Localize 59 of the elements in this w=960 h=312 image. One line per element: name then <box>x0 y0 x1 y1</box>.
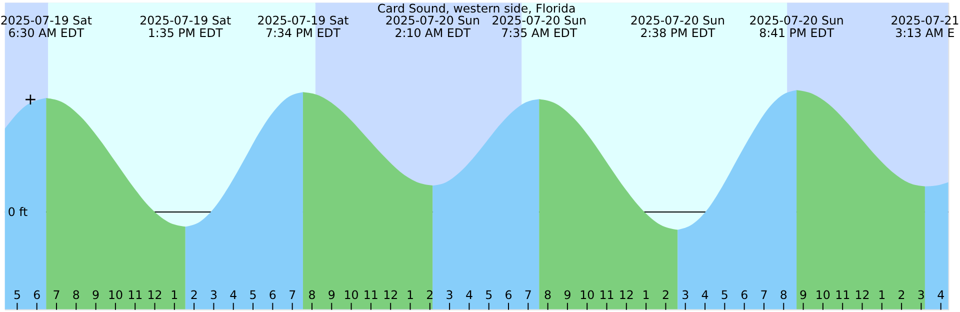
x-tick-label: 1 <box>642 288 650 302</box>
x-tick-label: 3 <box>917 288 925 302</box>
text: 2025-07-21 3:13 AM E <box>890 13 960 40</box>
x-tick-label: 5 <box>13 288 21 302</box>
annotation: + <box>24 90 38 109</box>
x-tick-label: 4 <box>230 288 238 302</box>
x-tick-label: 6 <box>33 288 41 302</box>
x-tick-label: 12 <box>854 288 870 302</box>
text: 2025-07-20 Sun 7:35 AM EDT <box>492 13 586 40</box>
x-tick-label: 8 <box>72 288 80 302</box>
x-tick-label: 11 <box>363 288 378 302</box>
x-tick-label: 6 <box>740 288 748 302</box>
x-tick-label: 12 <box>147 288 162 302</box>
x-tick-label: 1 <box>878 288 886 302</box>
x-tick-label: 5 <box>249 288 257 302</box>
x-tick-label: 7 <box>524 288 532 302</box>
x-tick-label: 6 <box>268 288 276 302</box>
x-tick-label: 4 <box>937 288 945 302</box>
x-tick-label: 10 <box>580 288 595 302</box>
x-tick-label: 3 <box>446 288 454 302</box>
x-tick-label: 9 <box>564 288 572 302</box>
x-tick-label: 1 <box>170 288 178 302</box>
x-tick-label: 8 <box>780 288 788 302</box>
x-tick-label: 2 <box>662 288 670 302</box>
x-tick-label: 12 <box>383 288 398 302</box>
text: 2025-07-19 Sat 1:35 PM EDT <box>140 13 232 40</box>
x-tick-label: 8 <box>308 288 316 302</box>
x-tick-label: 7 <box>52 288 60 302</box>
text: 2025-07-20 Sun 2:38 PM EDT <box>630 13 725 40</box>
x-tick-label: 10 <box>815 288 830 302</box>
x-tick-label: 2 <box>898 288 906 302</box>
x-tick-label: 7 <box>760 288 768 302</box>
x-tick-label: 11 <box>128 288 143 302</box>
x-tick-label: 8 <box>544 288 552 302</box>
text: 2025-07-20 Sun 2:10 AM EDT <box>385 13 480 40</box>
x-tick-label: 7 <box>288 288 296 302</box>
x-tick-label: 4 <box>701 288 709 302</box>
x-tick-label: 2 <box>190 288 198 302</box>
x-tick-label: 11 <box>599 288 614 302</box>
x-tick-label: 4 <box>465 288 473 302</box>
x-tick-label: 6 <box>504 288 512 302</box>
x-tick-label: 3 <box>682 288 690 302</box>
x-tick-label: 11 <box>835 288 850 302</box>
x-tick-label: 10 <box>344 288 359 302</box>
x-tick-label: 2 <box>426 288 434 302</box>
x-tick-label: 9 <box>92 288 100 302</box>
x-tick-label: 9 <box>800 288 808 302</box>
text: 2025-07-20 Sun 8:41 PM EDT <box>749 13 844 40</box>
x-tick-label: 3 <box>210 288 218 302</box>
ref-line-label: 0 ft <box>8 204 28 219</box>
chart-title: Card Sound, western side, Florida <box>377 2 576 16</box>
x-tick-label: 1 <box>406 288 414 302</box>
text: 2025-07-19 Sat 6:30 AM EDT <box>0 13 92 40</box>
x-tick-label: 9 <box>328 288 336 302</box>
x-tick-label: 12 <box>618 288 634 302</box>
x-tick-label: 10 <box>108 288 123 302</box>
text: 2025-07-19 Sat 7:34 PM EDT <box>257 13 350 40</box>
x-tick-label: 5 <box>720 288 728 302</box>
x-tick-label: 5 <box>485 288 493 302</box>
